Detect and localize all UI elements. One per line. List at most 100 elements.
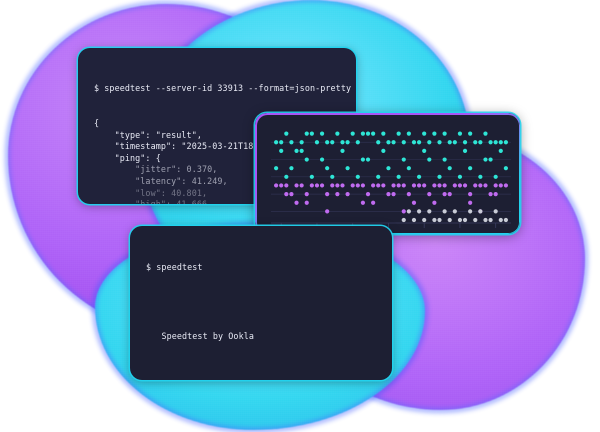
chart-dot	[432, 131, 437, 136]
chart-dot	[330, 140, 335, 145]
chart-dot	[309, 131, 314, 136]
chart-dot	[309, 174, 314, 179]
chart-dot	[503, 183, 508, 188]
chart-dot	[279, 148, 284, 154]
chart-dot	[391, 140, 396, 145]
chart-dot	[422, 183, 427, 188]
chart-dot	[452, 209, 457, 214]
chart-dot	[498, 217, 503, 223]
chart-dot	[427, 157, 432, 162]
chart-dot	[416, 174, 422, 179]
chart-dot	[284, 183, 289, 188]
chart-dot	[478, 174, 483, 179]
chart-dot	[462, 217, 468, 223]
chart-dot	[279, 183, 284, 188]
blank-line	[146, 366, 392, 378]
terminal-window-result-summary: $ speedtest Speedtest by Ookla Server: A…	[130, 226, 392, 380]
chart-dot	[319, 183, 325, 188]
json-line-0: {	[94, 117, 100, 128]
chart-dot	[350, 183, 355, 188]
chart-dot	[442, 183, 447, 188]
json-line-5: "latency": 41.249,	[94, 175, 228, 186]
chart-dot	[442, 191, 447, 197]
chart-dot	[488, 140, 493, 145]
result-brand-line: Speedtest by Ookla	[146, 331, 254, 341]
chart-dot	[437, 183, 442, 188]
chart-dot	[386, 166, 391, 171]
chart-dot	[442, 131, 447, 136]
chart-dot	[427, 209, 432, 214]
chart-dot	[396, 174, 401, 179]
chart-dot	[401, 209, 406, 214]
chart-dot	[447, 217, 452, 223]
chart-dot	[294, 183, 299, 188]
chart-dot	[289, 191, 294, 197]
chart-dot	[432, 217, 437, 223]
chart-dot	[365, 131, 371, 136]
chart-dot	[284, 174, 289, 179]
chart-dot	[416, 140, 422, 145]
terminal-window-live-chart	[255, 113, 520, 234]
chart-dot	[391, 183, 396, 188]
chart-dot	[447, 140, 452, 145]
chart-dot	[381, 148, 386, 154]
chart-series-latency	[401, 209, 508, 223]
chart-dot	[468, 209, 473, 214]
chart-dot	[468, 200, 473, 205]
chart-dot	[406, 209, 411, 214]
chart-dot	[371, 131, 376, 136]
chart-dot	[314, 183, 320, 188]
chart-dot	[319, 157, 325, 162]
chart-dot	[401, 217, 406, 223]
json-code-block: $ speedtest --server-id 33913 --format=j…	[78, 48, 356, 204]
chart-dot	[360, 183, 366, 188]
chart-dot	[483, 131, 488, 136]
chart-dot	[462, 148, 468, 154]
chart-dot	[401, 183, 406, 188]
chart-dot	[371, 200, 376, 205]
chart-dot	[325, 140, 330, 145]
chart-dot	[478, 140, 483, 145]
chart-dot	[274, 140, 279, 145]
chart-dot	[503, 166, 508, 171]
chart-dot	[493, 140, 498, 145]
json-line-6: "low": 40.801,	[94, 187, 208, 198]
chart-dot	[365, 157, 371, 162]
chart-dot	[406, 166, 411, 171]
chart-dot	[437, 174, 442, 179]
chart-dot	[401, 157, 406, 162]
chart-dot	[391, 191, 396, 197]
chart-dot	[503, 217, 508, 223]
chart-dot	[299, 148, 304, 154]
chart-dot	[396, 183, 401, 188]
chart-dot	[442, 157, 447, 162]
chart-dot	[299, 140, 304, 145]
chart-dot	[360, 200, 366, 205]
chart-dot	[457, 174, 463, 179]
chart-dot	[294, 148, 299, 154]
chart-dot	[335, 183, 340, 188]
json-line-7: "high": 41.666	[94, 199, 356, 204]
chart-dot	[340, 148, 345, 154]
chart-dot	[279, 140, 284, 145]
chart-dot	[335, 191, 340, 197]
chart-dot	[330, 183, 335, 188]
chart-dot	[468, 131, 473, 136]
chart-dot	[355, 140, 360, 145]
chart-dot	[401, 140, 406, 145]
chart-dot	[340, 183, 345, 188]
chart-dot	[452, 183, 457, 188]
chart-dot	[493, 174, 498, 179]
chart-dot	[406, 191, 411, 197]
chart-dot	[473, 217, 478, 223]
chart-dot	[299, 183, 304, 188]
chart-dot	[289, 140, 294, 145]
chart-dot	[427, 191, 432, 197]
chart-dot	[274, 166, 279, 171]
chart-dot	[381, 183, 386, 188]
chart-dot	[411, 217, 417, 223]
chart-dot	[498, 140, 503, 145]
chart-dot	[498, 148, 503, 154]
chart-dot	[274, 183, 279, 188]
chart-dot	[304, 200, 309, 205]
